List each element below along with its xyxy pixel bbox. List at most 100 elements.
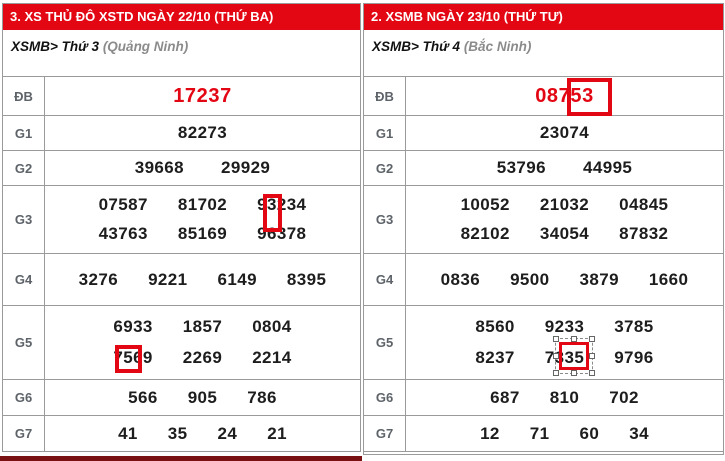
prize-numbers: 17237 — [45, 85, 360, 108]
prize-numbers: 12 71 60 34 — [406, 424, 723, 444]
prize-row-g5: G5 8560 9233 3785 8237 7335 9796 — [364, 306, 723, 380]
prize-number: 8237 — [475, 348, 515, 367]
selection-handle[interactable] — [553, 353, 559, 359]
prize-number: 1660 — [648, 269, 689, 289]
prize-number: 702 — [609, 387, 639, 407]
prize-number: 810 — [549, 387, 580, 407]
prize-numbers: 41 35 24 21 — [45, 424, 360, 444]
prize-label: G1 — [364, 116, 406, 150]
prize-number: 8395 — [286, 269, 327, 289]
subtitle-day: Thứ 3 — [61, 39, 100, 54]
prize-label: G3 — [364, 186, 406, 253]
selection-handle[interactable] — [571, 336, 577, 342]
prize-number: 786 — [247, 387, 277, 407]
prize-label: G5 — [364, 306, 406, 379]
prize-row-g1: G1 82273 — [3, 116, 360, 151]
prize-numbers: 53796 44995 — [406, 158, 723, 178]
prize-number: 3879 — [579, 269, 619, 289]
prize-row-g4: G4 3276 9221 6149 8395 — [3, 254, 360, 306]
highlight-box-right-db-53[interactable] — [567, 78, 612, 116]
selection-handle[interactable] — [553, 336, 559, 342]
prize-label: G7 — [3, 416, 45, 451]
prize-number: 41 — [118, 423, 138, 443]
prize-label: ĐB — [364, 77, 406, 115]
next-table-header-edge — [0, 456, 362, 461]
prize-number: 43763 — [98, 224, 148, 243]
prize-number: 0804 — [252, 317, 292, 336]
prize-number: 2214 — [252, 348, 292, 367]
prize-number: 17237 — [173, 84, 232, 107]
prize-number: 3785 — [614, 317, 654, 336]
prize-number: 21 — [267, 423, 287, 443]
prize-number: 08753 — [535, 84, 594, 107]
prize-label: G4 — [364, 254, 406, 305]
prize-label: G7 — [364, 416, 406, 451]
prize-number: 71 — [529, 423, 550, 443]
prize-numbers: 0836 9500 3879 1660 — [406, 270, 723, 290]
prize-numbers: 6933 1857 0804 — [45, 317, 360, 337]
prize-number: 85169 — [177, 224, 228, 243]
prize-number: 12 — [480, 423, 500, 443]
prize-number: 9221 — [148, 269, 188, 289]
subtitle-xsmb-link[interactable]: XSMB> — [372, 39, 419, 54]
prize-number: 35 — [167, 423, 188, 443]
prize-numbers: 3276 9221 6149 8395 — [45, 270, 360, 290]
prize-number: 9233 — [544, 317, 585, 336]
prize-label: G3 — [3, 186, 45, 253]
prize-number: 60 — [579, 423, 600, 443]
prize-label: G6 — [3, 380, 45, 415]
prize-number: 87832 — [619, 224, 669, 243]
prize-row-g3: G3 07587 81702 93234 43763 85169 96378 — [3, 186, 360, 254]
prize-number: 34 — [629, 423, 649, 443]
highlight-box-left-g5-digit[interactable] — [115, 345, 142, 373]
prize-number: 566 — [128, 387, 158, 407]
prize-number: 07587 — [98, 195, 148, 214]
selection-handle[interactable] — [571, 370, 577, 376]
prize-label: G1 — [3, 116, 45, 150]
selection-handle[interactable] — [589, 353, 595, 359]
prize-number: 6149 — [217, 269, 257, 289]
prize-row-g7: G7 41 35 24 21 — [3, 416, 360, 452]
prize-number: 6933 — [113, 317, 153, 336]
prize-row-g6: G6 566 905 786 — [3, 380, 360, 416]
prize-numbers: 8560 9233 3785 — [406, 317, 723, 337]
prize-number: 687 — [490, 387, 520, 407]
prize-row-g3: G3 10052 21032 04845 82102 34054 87832 — [364, 186, 723, 254]
table-header-right: 2. XSMB NGÀY 23/10 (THỨ TƯ) — [364, 4, 723, 30]
prize-number: 24 — [217, 423, 238, 443]
selection-box-right-g5-35[interactable] — [553, 336, 595, 376]
prize-number: 0836 — [440, 269, 481, 289]
prize-number: 29929 — [221, 158, 271, 177]
prize-row-g6: G6 687 810 702 — [364, 380, 723, 416]
prize-numbers: 23074 — [406, 123, 723, 143]
selection-handle[interactable] — [589, 370, 595, 376]
prize-row-g4: G4 0836 9500 3879 1660 — [364, 254, 723, 306]
prize-row-db: ĐB 17237 — [3, 77, 360, 116]
table-subtitle-left: XSMB> Thứ 3 (Quảng Ninh) — [3, 30, 360, 77]
prize-number: 82273 — [177, 123, 228, 142]
subtitle-day: Thứ 4 — [422, 39, 461, 54]
prize-numbers: 10052 21032 04845 — [406, 195, 723, 215]
prize-numbers: 566 905 786 — [45, 388, 360, 408]
prize-row-g1: G1 23074 — [364, 116, 723, 151]
subtitle-region: (Bắc Ninh) — [463, 39, 532, 54]
prize-numbers: 43763 85169 96378 — [45, 224, 360, 244]
prize-number: 81702 — [177, 195, 228, 214]
prize-numbers: 687 810 702 — [406, 388, 723, 408]
highlight-box-left-g3-digit[interactable] — [263, 194, 282, 232]
prize-number: 9500 — [510, 269, 550, 289]
prize-label: G6 — [364, 380, 406, 415]
subtitle-xsmb-link[interactable]: XSMB> — [11, 39, 58, 54]
table-xstd-22-10: 3. XS THỦ ĐÔ XSTD NGÀY 22/10 (THỨ BA) XS… — [2, 3, 361, 452]
prize-numbers: 7569 2269 2214 — [45, 348, 360, 368]
prize-numbers: 8237 7335 9796 — [406, 348, 723, 368]
selection-handle[interactable] — [589, 336, 595, 342]
selection-red-frame — [559, 342, 589, 370]
table-subtitle-right: XSMB> Thứ 4 (Bắc Ninh) — [364, 30, 723, 77]
prize-numbers: 82102 34054 87832 — [406, 224, 723, 244]
prize-number: 2269 — [182, 348, 223, 367]
prize-number: 1857 — [182, 317, 223, 336]
selection-handle[interactable] — [553, 370, 559, 376]
prize-row-db: ĐB 08753 — [364, 77, 723, 116]
prize-numbers: 07587 81702 93234 — [45, 195, 360, 215]
